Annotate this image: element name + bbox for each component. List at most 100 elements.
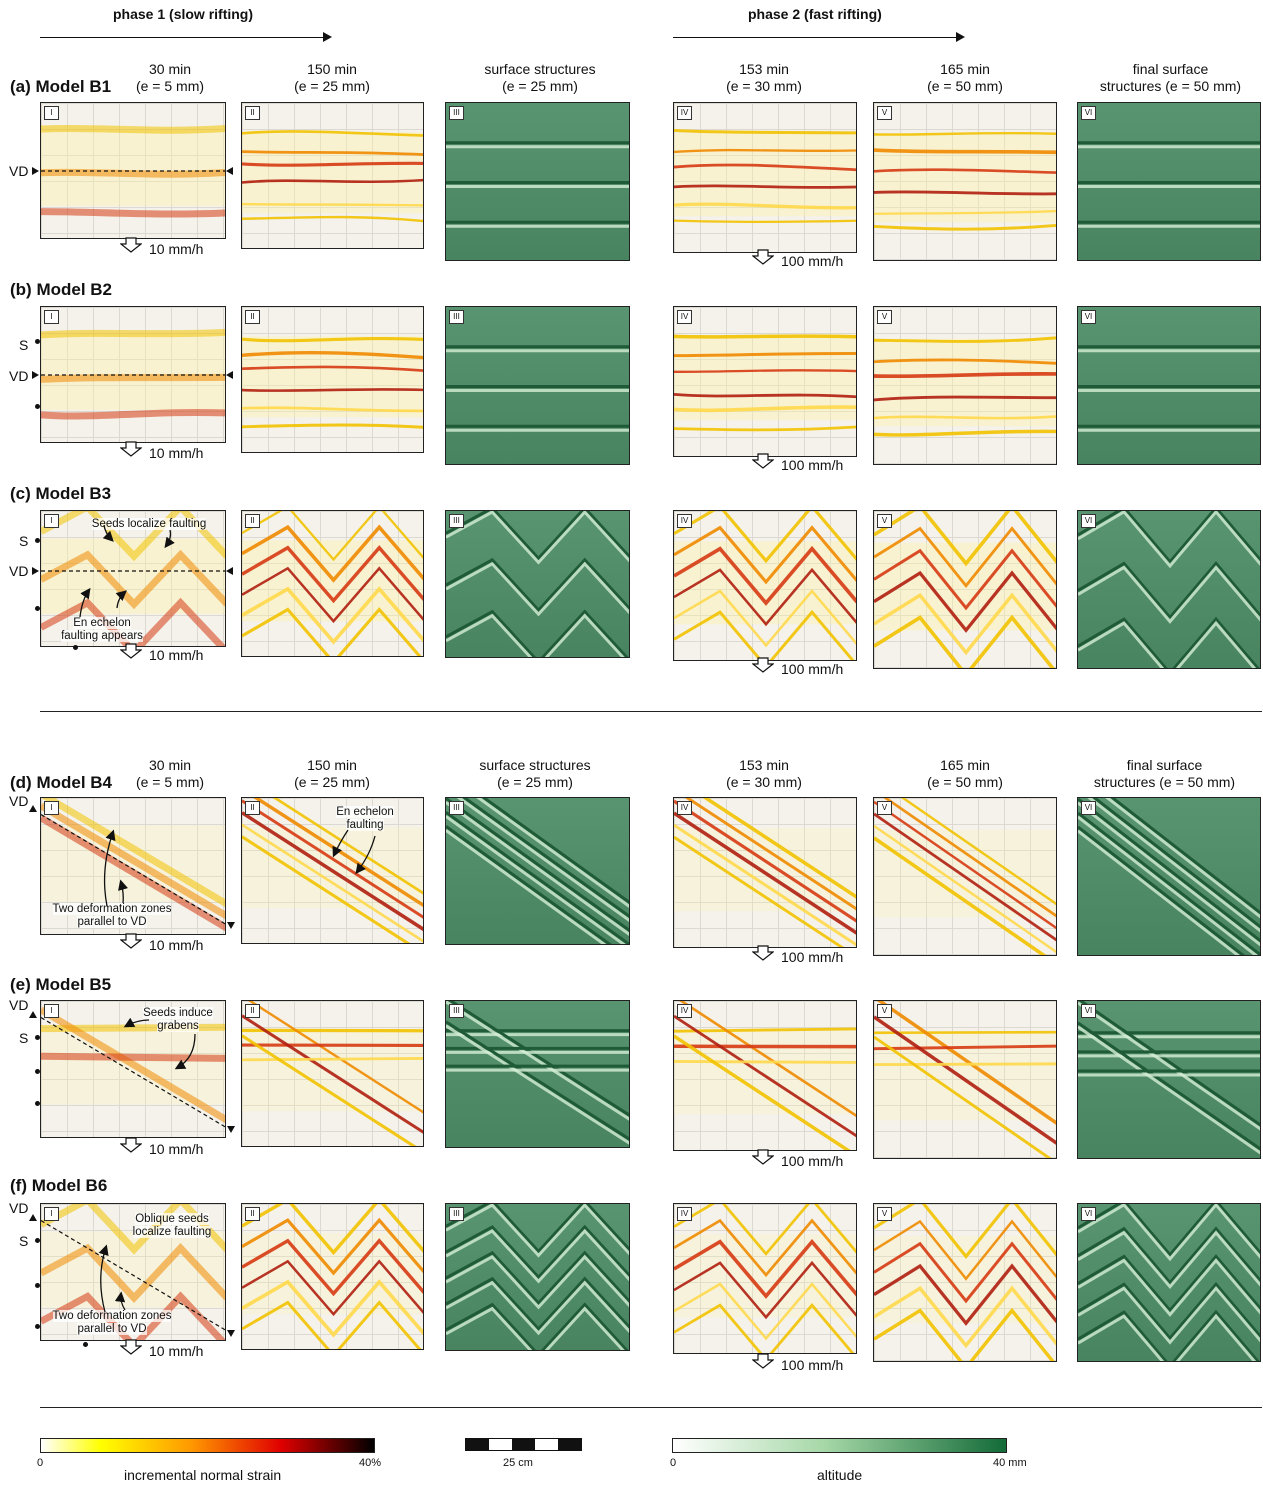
panel-model-b2-v: V [873, 306, 1057, 465]
vd-marker-bottom [227, 1330, 235, 1337]
vd-label: VD [9, 1200, 29, 1216]
seed-marker [35, 339, 40, 344]
panel-drawing [874, 336, 1056, 437]
model-label-b6: (f) Model B6 [10, 1176, 108, 1195]
seed-marker [35, 538, 40, 543]
column-header: 150 min (e = 25 mm) [294, 757, 370, 790]
vd-marker-top [29, 805, 37, 812]
panel-model-b1-i: I [40, 102, 226, 239]
panel-model-b2-i: I [40, 306, 226, 443]
seed-marker [35, 1283, 40, 1288]
panel-numeral: III [449, 801, 464, 815]
panel-drawing [1078, 511, 1260, 668]
panel-model-b5-ii: II [241, 1000, 424, 1147]
phase2-title: phase 2 (fast rifting) [748, 6, 882, 22]
model-label-b5: (e) Model B5 [10, 975, 112, 994]
vd-label: VD [9, 163, 29, 179]
panel-numeral: I [44, 1207, 59, 1221]
panel-numeral: IV [677, 310, 692, 324]
model-label-b3: (c) Model B3 [10, 484, 112, 503]
panel-numeral: VI [1081, 1004, 1096, 1018]
panel-numeral: VI [1081, 514, 1096, 528]
altitude-min-label: 0 [670, 1457, 677, 1469]
column-header: surface structures (e = 25 mm) [479, 757, 591, 790]
velocity-arrow [120, 933, 142, 949]
vd-label: VD [9, 997, 29, 1013]
panel-numeral: I [44, 106, 59, 120]
panel-numeral: III [449, 106, 464, 120]
panel-drawing [674, 1204, 856, 1353]
s-label: S [19, 1233, 29, 1249]
panel-numeral: V [877, 106, 892, 120]
panel-model-b1-vi: VI [1077, 102, 1261, 261]
velocity-arrow [120, 1137, 142, 1153]
strain-colorbar [40, 1438, 375, 1453]
panel-drawing [446, 1001, 629, 1145]
phase2-arrow [673, 32, 965, 42]
velocity-label: 10 mm/h [149, 647, 204, 663]
scale-bar-label: 25 cm [503, 1457, 533, 1469]
velocity-label: 10 mm/h [149, 1343, 204, 1359]
panel-drawing [242, 1001, 423, 1146]
panel-model-b6-iii: III [445, 1203, 630, 1351]
panel-drawing [242, 1204, 423, 1349]
panel-numeral: I [44, 1004, 59, 1018]
panel-numeral: VI [1081, 106, 1096, 120]
section-divider [40, 1407, 1262, 1408]
panel-model-b4-vi: VI [1077, 797, 1261, 956]
annotation-deformation-zones: Two deformation zones parallel to VD [52, 1310, 172, 1335]
panel-numeral: I [44, 801, 59, 815]
panel-numeral: V [877, 801, 892, 815]
panel-drawing [674, 1001, 856, 1150]
panel-model-b2-vi: VI [1077, 306, 1261, 465]
model-label-b4: (d) Model B4 [10, 773, 113, 792]
velocity-arrow [752, 657, 774, 673]
panel-drawing [446, 141, 629, 228]
scale-bar [465, 1438, 582, 1451]
velocity-label: 100 mm/h [781, 1153, 844, 1169]
phase1-title: phase 1 (slow rifting) [113, 6, 254, 22]
panel-numeral: IV [677, 1207, 692, 1221]
seed-marker [73, 645, 78, 650]
vd-marker-bottom [227, 922, 235, 929]
altitude-max-label: 40 mm [993, 1457, 1027, 1469]
panel-drawing [446, 345, 629, 432]
strain-min-label: 0 [37, 1457, 44, 1469]
velocity-arrow [752, 1149, 774, 1165]
vd-marker-bottom [227, 1126, 235, 1133]
velocity-arrow [752, 1353, 774, 1369]
altitude-colorbar [672, 1438, 1007, 1453]
velocity-arrow [120, 1339, 142, 1355]
panel-numeral: III [449, 1207, 464, 1221]
s-label: S [19, 1030, 29, 1046]
panel-numeral: III [449, 514, 464, 528]
seed-marker [35, 1035, 40, 1040]
panel-drawing [674, 129, 856, 224]
vd-label: VD [9, 368, 29, 384]
velocity-arrow [752, 453, 774, 469]
phase1-arrow [40, 32, 332, 42]
vd-label: VD [9, 563, 29, 579]
velocity-arrow [752, 249, 774, 265]
seed-marker [35, 404, 40, 409]
vd-marker-right [226, 167, 233, 175]
panel-drawing [1078, 798, 1260, 955]
panel-model-b2-iv: IV [673, 306, 857, 457]
vd-marker-top [29, 1011, 37, 1018]
panel-drawing [446, 511, 629, 657]
velocity-label: 10 mm/h [149, 445, 204, 461]
panel-numeral: VI [1081, 801, 1096, 815]
velocity-label: 100 mm/h [781, 253, 844, 269]
panel-numeral: V [877, 1004, 892, 1018]
column-header: 165 min (e = 50 mm) [927, 757, 1003, 790]
column-header: 30 min (e = 5 mm) [135, 61, 205, 94]
s-label: S [19, 533, 29, 549]
panel-numeral: IV [677, 514, 692, 528]
column-header: 150 min (e = 25 mm) [294, 61, 370, 94]
panel-numeral: II [245, 1207, 260, 1221]
panel-numeral: IV [677, 1004, 692, 1018]
panel-model-b6-iv: IV [673, 1203, 857, 1354]
velocity-label: 10 mm/h [149, 1141, 204, 1157]
model-label-b2: (b) Model B2 [10, 280, 113, 299]
velocity-arrow [120, 643, 142, 659]
